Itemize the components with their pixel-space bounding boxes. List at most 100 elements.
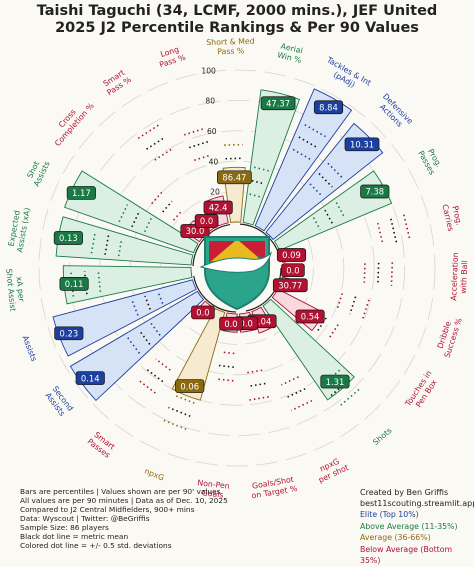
mean-line-10-2 bbox=[249, 397, 269, 400]
svg-text:Assists: Assists bbox=[21, 334, 39, 362]
value-label-2: 10.31 bbox=[350, 140, 374, 150]
svg-text:Short & Med: Short & Med bbox=[206, 37, 255, 47]
value-label-18: 1.17 bbox=[72, 188, 91, 198]
svg-text:Pass %: Pass % bbox=[217, 46, 244, 56]
svg-text:npxG: npxG bbox=[143, 467, 165, 483]
mean-line-13-1 bbox=[147, 369, 163, 381]
mean-line-5-0 bbox=[364, 263, 365, 282]
radial-tick-40: 40 bbox=[209, 157, 219, 166]
mean-line-12-1 bbox=[168, 408, 190, 417]
mean-line-21-2 bbox=[184, 128, 205, 134]
mean-line-19-1 bbox=[163, 201, 172, 212]
value-label-17: 0.13 bbox=[59, 233, 78, 243]
mean-line-11-0 bbox=[221, 352, 234, 353]
value-label-3: 7.38 bbox=[365, 187, 384, 197]
mean-line-19-0 bbox=[174, 211, 182, 220]
radial-tick-100: 100 bbox=[201, 66, 216, 75]
legend-item-above: Above Average (11-35%) bbox=[360, 521, 474, 533]
legend-item-average: Average (36-66%) bbox=[360, 532, 474, 544]
mean-line-5-2 bbox=[391, 262, 392, 285]
mean-line-6-0 bbox=[337, 293, 342, 309]
mean-line-13-2 bbox=[137, 379, 155, 393]
mean-line-9-1 bbox=[286, 389, 305, 398]
value-label-8: 1.31 bbox=[326, 377, 345, 387]
footer-line: Bars are percentiles | Values shown are … bbox=[20, 487, 228, 496]
footer-line: Black dot line = metric mean bbox=[20, 532, 228, 541]
metric-label-15: Assists bbox=[21, 334, 39, 362]
footer-notes: Bars are percentiles | Values shown are … bbox=[20, 487, 228, 550]
mean-line-12-2 bbox=[162, 420, 186, 429]
mean-line-9-0 bbox=[281, 377, 298, 385]
mean-line-21-1 bbox=[189, 142, 208, 148]
metric-label-12: npxG bbox=[143, 467, 165, 483]
mean-line-4-1 bbox=[391, 219, 397, 243]
mean-line-13-0 bbox=[156, 359, 171, 370]
value-label-13: 0.0 bbox=[196, 308, 209, 318]
value-label-15: 0.23 bbox=[60, 328, 79, 338]
mean-line-10-1 bbox=[248, 384, 266, 387]
credit-line: Created by Ben Griffis bbox=[360, 487, 474, 498]
radial-tick-80: 80 bbox=[205, 97, 215, 106]
value-label-5: 0.0 bbox=[286, 265, 299, 275]
footer-line: Data: Wyscout | Twitter: @BeGriffis bbox=[20, 514, 228, 523]
svg-text:Shots: Shots bbox=[371, 426, 393, 447]
metric-label-8: Shots bbox=[371, 426, 393, 447]
mean-line-10-0 bbox=[246, 370, 262, 373]
mean-line-6-1 bbox=[350, 297, 356, 315]
value-label-14: 0.14 bbox=[81, 373, 100, 383]
metric-label-4: Prog.Carries bbox=[440, 201, 464, 232]
radial-tick-60: 60 bbox=[207, 127, 217, 136]
mean-line-5-1 bbox=[378, 263, 379, 284]
footer-line: All values are per 90 minutes | Data as … bbox=[20, 496, 228, 505]
metric-label-3: Prog.Passes bbox=[416, 145, 445, 177]
value-label-20: 0.0 bbox=[200, 216, 213, 226]
club-crest-logo bbox=[201, 237, 271, 309]
mean-line-11-1 bbox=[219, 366, 234, 368]
mean-line-22-2 bbox=[224, 145, 243, 146]
mean-line-20-2 bbox=[138, 125, 159, 138]
mean-line-4-2 bbox=[404, 215, 410, 241]
svg-text:Shot Assist: Shot Assist bbox=[4, 268, 17, 312]
footer-line: Compared to J2 Central Midfielders, 900+… bbox=[20, 505, 228, 514]
value-label-4: 0.09 bbox=[282, 250, 301, 260]
legend-item-elite: Elite (Top 10%) bbox=[360, 509, 474, 521]
mean-line-4-0 bbox=[378, 223, 383, 245]
tier-legend: Elite (Top 10%)Above Average (11-35%)Ave… bbox=[360, 509, 474, 567]
footer-line: Sample Size: 86 players bbox=[20, 523, 228, 532]
value-label-1: 8.84 bbox=[319, 102, 338, 112]
credit-line: best11scouting.streamlit.app bbox=[360, 498, 474, 509]
value-label-12: 0.06 bbox=[180, 381, 199, 391]
value-label-16: 0.11 bbox=[65, 279, 84, 289]
mean-line-9-2 bbox=[291, 401, 312, 411]
value-label-11: 0.0 bbox=[224, 319, 237, 329]
value-label-6: 30.77 bbox=[278, 280, 302, 290]
value-label-0: 47.37 bbox=[266, 98, 290, 108]
mean-line-7-2 bbox=[328, 325, 338, 340]
svg-text:with Ball: with Ball bbox=[459, 260, 469, 294]
value-label-21: 42.4 bbox=[209, 203, 228, 213]
value-label-7: 0.54 bbox=[301, 312, 320, 322]
mean-line-20-1 bbox=[147, 137, 166, 149]
radial-tick-20: 20 bbox=[210, 188, 220, 197]
value-label-22: 86.47 bbox=[222, 173, 246, 183]
mean-line-11-2 bbox=[216, 379, 233, 381]
metric-label-1: Tackles & Int(pAdj) bbox=[320, 55, 373, 96]
footer-line: Colored dot line = +/- 0.5 std. deviatio… bbox=[20, 541, 228, 550]
